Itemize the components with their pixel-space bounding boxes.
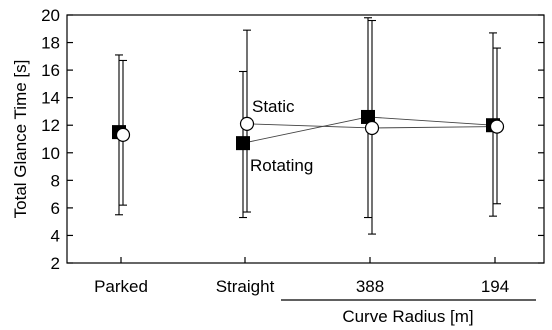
x-axis: Parked Straight 388 194 [94,257,509,296]
x-category-label: Straight [216,277,275,296]
y-tick-label: 14 [41,89,60,108]
y-tick-label: 6 [51,199,60,218]
y-tick-label: 10 [41,144,60,163]
static-point [489,119,505,134]
y-tick-label: 20 [41,6,60,25]
rotating-point [236,136,250,151]
y-tick-label: 8 [51,171,60,190]
annotation-static: Static [252,97,295,116]
static-point [239,116,255,131]
plot-border [66,14,545,264]
y-tick-label: 2 [51,254,60,273]
plot-frame [66,14,545,264]
data-points [112,109,505,151]
y-tick-label: 12 [41,116,60,135]
y-axis: 2 4 6 8 10 12 14 16 18 20 [41,6,544,273]
y-tick-label: 16 [41,61,60,80]
y-tick-label: 18 [41,34,60,53]
static-point [115,127,131,142]
x-category-label: Parked [94,277,148,296]
annotation-rotating: Rotating [250,156,313,175]
y-tick-label: 4 [51,226,60,245]
static-point [364,120,380,136]
y-axis-title: Total Glance Time [s] [11,60,30,219]
x-category-label: 388 [356,277,384,296]
x-category-label: 194 [481,277,509,296]
curve-radius-group-label: Curve Radius [m] [342,307,473,326]
